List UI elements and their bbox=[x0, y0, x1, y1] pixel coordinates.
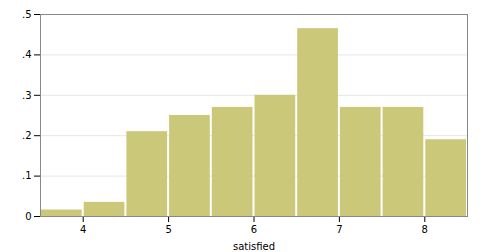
svg-text:5: 5 bbox=[165, 224, 171, 235]
svg-text:8: 8 bbox=[422, 224, 428, 235]
svg-text:satisfied: satisfied bbox=[233, 241, 275, 252]
svg-text:.1: .1 bbox=[22, 170, 32, 181]
svg-text:7: 7 bbox=[336, 224, 342, 235]
svg-text:.3: .3 bbox=[22, 90, 32, 101]
svg-text:.2: .2 bbox=[22, 130, 32, 141]
svg-text:4: 4 bbox=[80, 224, 86, 235]
svg-text:.5: .5 bbox=[22, 9, 32, 20]
svg-text:0: 0 bbox=[25, 211, 31, 222]
svg-text:.4: .4 bbox=[22, 49, 32, 60]
svg-text:6: 6 bbox=[251, 224, 257, 235]
